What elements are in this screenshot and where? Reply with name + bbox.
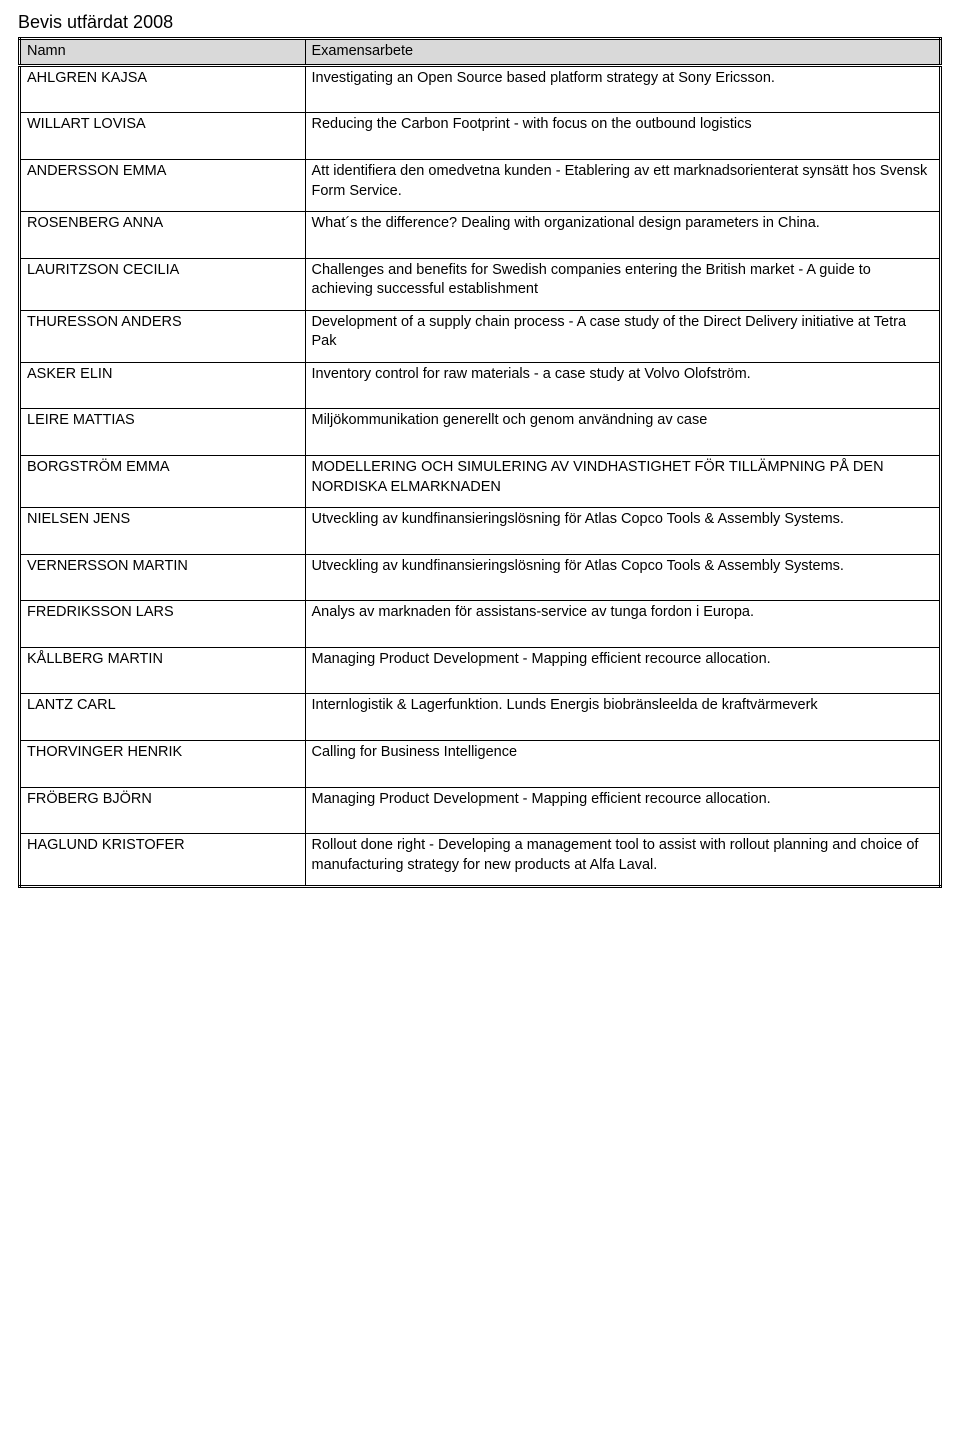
- cell-name: KÅLLBERG MARTIN: [20, 647, 306, 694]
- table-row: VERNERSSON MARTINUtveckling av kundfinan…: [20, 554, 941, 601]
- table-row: ASKER ELINInventory control for raw mate…: [20, 362, 941, 409]
- cell-desc: MODELLERING OCH SIMULERING AV VINDHASTIG…: [305, 456, 941, 508]
- cell-desc: Calling for Business Intelligence: [305, 740, 941, 787]
- cell-desc: Investigating an Open Source based platf…: [305, 65, 941, 113]
- table-row: THORVINGER HENRIKCalling for Business In…: [20, 740, 941, 787]
- cell-name: BORGSTRÖM EMMA: [20, 456, 306, 508]
- table-row: KÅLLBERG MARTINManaging Product Developm…: [20, 647, 941, 694]
- table-row: THURESSON ANDERSDevelopment of a supply …: [20, 310, 941, 362]
- table-row: ANDERSSON EMMAAtt identifiera den omedve…: [20, 159, 941, 211]
- cell-desc: Internlogistik & Lagerfunktion. Lunds En…: [305, 694, 941, 741]
- table-row: FRÖBERG BJÖRNManaging Product Developmen…: [20, 787, 941, 834]
- cell-desc: Reducing the Carbon Footprint - with foc…: [305, 113, 941, 160]
- table-row: HAGLUND KRISTOFERRollout done right - De…: [20, 834, 941, 887]
- cell-desc: Att identifiera den omedvetna kunden - E…: [305, 159, 941, 211]
- cell-desc: Inventory control for raw materials - a …: [305, 362, 941, 409]
- cell-name: FRÖBERG BJÖRN: [20, 787, 306, 834]
- cell-desc: Miljökommunikation generellt och genom a…: [305, 409, 941, 456]
- cell-name: NIELSEN JENS: [20, 508, 306, 555]
- cell-name: LANTZ CARL: [20, 694, 306, 741]
- table-header-row: Namn Examensarbete: [20, 39, 941, 66]
- table-row: NIELSEN JENSUtveckling av kundfinansieri…: [20, 508, 941, 555]
- table-row: FREDRIKSSON LARSAnalys av marknaden för …: [20, 601, 941, 648]
- cell-desc: Utveckling av kundfinansieringslösning f…: [305, 508, 941, 555]
- cell-desc: Managing Product Development - Mapping e…: [305, 787, 941, 834]
- cell-name: FREDRIKSSON LARS: [20, 601, 306, 648]
- cell-name: WILLART LOVISA: [20, 113, 306, 160]
- cell-name: AHLGREN KAJSA: [20, 65, 306, 113]
- cell-desc: Development of a supply chain process - …: [305, 310, 941, 362]
- table-row: LEIRE MATTIASMiljökommunikation generell…: [20, 409, 941, 456]
- column-header-desc: Examensarbete: [305, 39, 941, 66]
- thesis-table: Namn Examensarbete AHLGREN KAJSAInvestig…: [18, 37, 942, 888]
- cell-desc: Utveckling av kundfinansieringslösning f…: [305, 554, 941, 601]
- cell-desc: Rollout done right - Developing a manage…: [305, 834, 941, 887]
- cell-name: HAGLUND KRISTOFER: [20, 834, 306, 887]
- cell-name: THORVINGER HENRIK: [20, 740, 306, 787]
- cell-desc: Managing Product Development - Mapping e…: [305, 647, 941, 694]
- table-row: LANTZ CARLInternlogistik & Lagerfunktion…: [20, 694, 941, 741]
- document-title: Bevis utfärdat 2008: [18, 10, 942, 34]
- table-row: BORGSTRÖM EMMAMODELLERING OCH SIMULERING…: [20, 456, 941, 508]
- cell-name: VERNERSSON MARTIN: [20, 554, 306, 601]
- cell-name: ROSENBERG ANNA: [20, 212, 306, 259]
- table-row: AHLGREN KAJSAInvestigating an Open Sourc…: [20, 65, 941, 113]
- cell-name: ANDERSSON EMMA: [20, 159, 306, 211]
- cell-desc: Analys av marknaden för assistans-servic…: [305, 601, 941, 648]
- table-row: ROSENBERG ANNAWhat´s the difference? Dea…: [20, 212, 941, 259]
- cell-name: ASKER ELIN: [20, 362, 306, 409]
- cell-desc: Challenges and benefits for Swedish comp…: [305, 258, 941, 310]
- column-header-name: Namn: [20, 39, 306, 66]
- cell-name: LAURITZSON CECILIA: [20, 258, 306, 310]
- table-row: LAURITZSON CECILIAChallenges and benefit…: [20, 258, 941, 310]
- cell-desc: What´s the difference? Dealing with orga…: [305, 212, 941, 259]
- cell-name: THURESSON ANDERS: [20, 310, 306, 362]
- cell-name: LEIRE MATTIAS: [20, 409, 306, 456]
- table-row: WILLART LOVISAReducing the Carbon Footpr…: [20, 113, 941, 160]
